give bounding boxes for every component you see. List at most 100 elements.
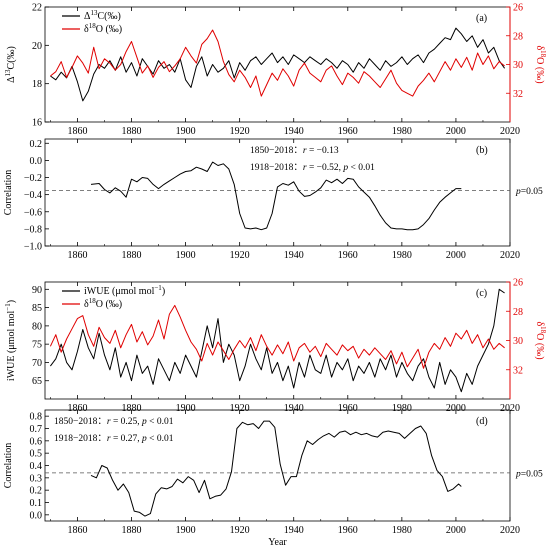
x-tick-label: 1940 xyxy=(284,250,304,261)
right-axis-title: δ18O (‰) xyxy=(534,45,547,83)
x-tick-label: 2020 xyxy=(500,525,520,536)
y-tick-label: 0.7 xyxy=(30,424,43,435)
plot-frame xyxy=(44,138,511,247)
y-tick-label: 0.5 xyxy=(30,449,43,460)
x-tick-label: 1960 xyxy=(338,403,358,414)
panel-a: 1860 1880 1900 1920 1940 1960 1980 2000 2020 16 18… xyxy=(4,3,547,138)
right-y-tick-label: 26 xyxy=(513,278,523,289)
right-y-tick-label: 30 xyxy=(513,336,523,347)
x-tick-label: 1940 xyxy=(284,403,304,414)
x-tick-label: 2020 xyxy=(500,403,520,414)
y-tick-label: 75 xyxy=(32,340,42,351)
stat-annotation: 1918−2018：r = −0.52, p < 0.01 xyxy=(250,163,375,173)
stat-annotation: 1918−2018：r = 0.27, p < 0.01 xyxy=(54,434,174,444)
x-tick-label: 1860 xyxy=(67,250,87,261)
x-tick-label: 1900 xyxy=(176,403,196,414)
panel-label: (d) xyxy=(476,416,488,427)
x-tick-label: 1920 xyxy=(230,403,250,414)
x-tick-label: 2020 xyxy=(500,126,520,137)
y-tick-label: −0.2 xyxy=(24,173,42,184)
panel-label: (a) xyxy=(476,13,487,24)
x-tick-label: 1900 xyxy=(176,525,196,536)
legend-label: δ18O (‰) xyxy=(84,22,122,35)
y-tick-label: −0.6 xyxy=(24,207,42,218)
y-tick-label: 20 xyxy=(32,41,42,52)
series-line-main-0 xyxy=(90,420,462,517)
series-line-right-1 xyxy=(49,304,505,369)
right-y-tick-label: 28 xyxy=(513,31,523,42)
x-tick-label: 2000 xyxy=(446,525,466,536)
right-y-tick-label: 30 xyxy=(513,60,523,71)
y-tick-label: 18 xyxy=(32,79,42,90)
y-tick-label: 0.0 xyxy=(30,510,43,521)
panel-d: 1860 1880 1900 1920 1940 1960 1980 2000 20200.00… xyxy=(3,409,543,536)
panel-c: 1860 1880 1900 1920 1940 1960 1980 2000 2020 65 70… xyxy=(4,278,547,415)
x-tick-label: 1960 xyxy=(338,250,358,261)
stat-annotation: 1850−2018：r = −0.13 xyxy=(250,146,339,156)
y-tick-label: 0.8 xyxy=(30,412,43,423)
x-tick-label: 1980 xyxy=(392,250,412,261)
x-tick-label: 2000 xyxy=(446,403,466,414)
y-tick-label: 0.2 xyxy=(30,139,43,150)
y-axis-title: Correlation xyxy=(3,443,14,489)
x-tick-label: 1880 xyxy=(122,403,142,414)
x-tick-label: 2020 xyxy=(500,250,520,261)
y-tick-label: 16 xyxy=(32,118,42,129)
y-tick-label: 80 xyxy=(32,321,42,332)
right-y-tick-label: 32 xyxy=(513,89,523,100)
x-tick-label: 1920 xyxy=(230,525,250,536)
right-y-tick-label: 28 xyxy=(513,307,523,318)
y-tick-label: 0.4 xyxy=(30,461,43,472)
legend-label: iWUE (μmol mol−1) xyxy=(84,284,165,297)
significance-label: p=0.05 xyxy=(515,187,543,197)
x-tick-label: 1880 xyxy=(122,126,142,137)
y-tick-label: 0.1 xyxy=(30,498,43,509)
x-tick-label: 1980 xyxy=(392,126,412,137)
x-tick-label: 1920 xyxy=(230,126,250,137)
right-y-tick-label: 32 xyxy=(513,365,523,376)
y-tick-label: 90 xyxy=(32,285,42,296)
x-tick-label: 1880 xyxy=(122,525,142,536)
y-tick-label: 0.6 xyxy=(30,436,43,447)
y-tick-label: 0.0 xyxy=(30,156,43,167)
y-tick-label: −0.8 xyxy=(24,224,42,235)
panel-label: (b) xyxy=(476,145,488,156)
series-line-main-0 xyxy=(90,161,462,231)
legend-label: δ18O (‰) xyxy=(84,297,122,310)
y-axis-title: Δ13C(‰) xyxy=(4,46,17,83)
y-tick-label: −1.0 xyxy=(24,242,42,253)
y-tick-label: 22 xyxy=(32,3,42,14)
x-tick-label: 1960 xyxy=(338,126,358,137)
right-axis-title: δ18O (‰) xyxy=(534,321,547,359)
panel-b: 1860 1880 1900 1920 1940 1960 1980 2000 2020 −1.0… xyxy=(3,138,543,261)
y-tick-label: 70 xyxy=(32,358,42,369)
y-tick-label: 85 xyxy=(32,303,42,314)
y-axis-title: Correlation xyxy=(3,170,14,216)
x-tick-label: 1980 xyxy=(392,403,412,414)
x-tick-label: 1940 xyxy=(284,525,304,536)
x-tick-label: 1880 xyxy=(122,250,142,261)
y-tick-label: 0.2 xyxy=(30,486,43,497)
panel-label: (c) xyxy=(476,288,487,299)
y-tick-label: 0.3 xyxy=(30,473,43,484)
series-line-left-0 xyxy=(50,27,506,102)
right-y-tick-label: 26 xyxy=(513,3,523,14)
x-tick-label: 2000 xyxy=(446,126,466,137)
x-tick-label: 1900 xyxy=(176,126,196,137)
x-tick-label: 1900 xyxy=(176,250,196,261)
significance-label: p=0.05 xyxy=(515,469,543,479)
y-tick-label: −0.4 xyxy=(24,190,42,201)
x-axis-title: Year xyxy=(268,537,287,548)
y-tick-label: 65 xyxy=(32,376,42,387)
legend-label: Δ13C(‰) xyxy=(84,9,121,22)
series-line-right-1 xyxy=(50,29,505,97)
x-tick-label: 1960 xyxy=(338,525,358,536)
x-tick-label: 1980 xyxy=(392,525,412,536)
x-tick-label: 1860 xyxy=(67,403,87,414)
x-tick-label: 1860 xyxy=(67,126,87,137)
x-tick-label: 1860 xyxy=(67,525,87,536)
y-axis-title: iWUE (μmol mol−1) xyxy=(4,300,17,381)
stat-annotation: 1850−2018：r = 0.25, p < 0.01 xyxy=(54,417,174,427)
x-tick-label: 1920 xyxy=(230,250,250,261)
